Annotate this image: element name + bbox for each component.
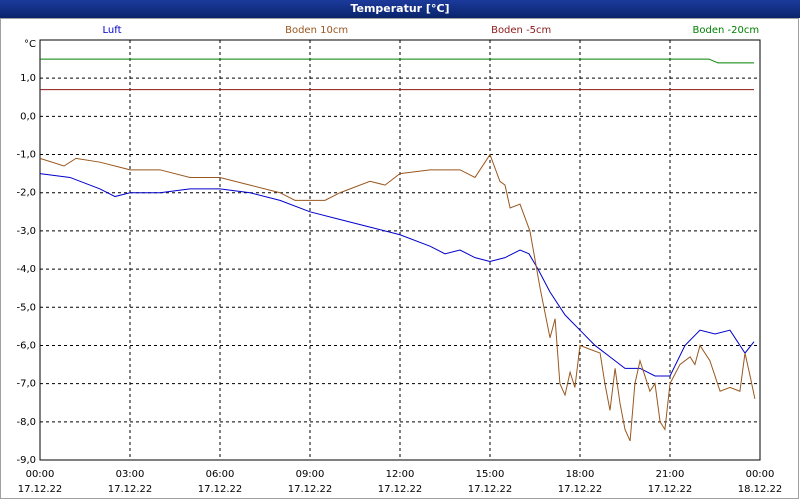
y-tick-label: -7,0 — [16, 379, 36, 390]
x-tick-label: 18:00 — [566, 469, 595, 480]
y-tick-label: -4,0 — [16, 264, 36, 275]
line — [40, 58, 754, 64]
x-tick-date: 17.12.22 — [18, 484, 63, 495]
y-unit: °C — [24, 39, 36, 50]
y-tick-label: -6,0 — [16, 340, 36, 351]
y-tick-label: -9,0 — [16, 455, 36, 466]
x-tick-date: 17.12.22 — [648, 484, 693, 495]
y-tick-label: -2,0 — [16, 188, 36, 199]
y-tick-label: -8,0 — [16, 417, 36, 428]
y-tick-label: -1,0 — [16, 150, 36, 161]
x-tick-label: 00:00 — [746, 469, 775, 480]
legend-entry: Boden 10cm — [285, 25, 348, 36]
line — [39, 173, 755, 377]
line — [39, 153, 756, 442]
x-tick-label: 06:00 — [206, 469, 235, 480]
x-tick-label: 21:00 — [656, 469, 685, 480]
x-tick-label: 12:00 — [386, 469, 415, 480]
legend-entry: Luft — [103, 25, 122, 36]
y-tick-label: 1,0 — [20, 73, 36, 84]
x-tick-label: 09:00 — [296, 469, 325, 480]
chart-title: Temperatur [°C] — [0, 0, 800, 18]
x-tick-date: 17.12.22 — [198, 484, 243, 495]
x-tick-date: 17.12.22 — [558, 484, 603, 495]
legend-entry: Boden -20cm — [693, 25, 760, 36]
x-tick-label: 03:00 — [116, 469, 145, 480]
x-tick-label: 15:00 — [476, 469, 505, 480]
x-tick-label: 00:00 — [26, 469, 55, 480]
x-tick-date: 17.12.22 — [378, 484, 423, 495]
y-tick-label: 0,0 — [20, 111, 36, 122]
x-tick-date: 17.12.22 — [468, 484, 513, 495]
chart: °C 1,0 0,0 -1,0 -2,0 -3,0 -4,0 -5,0 -6,0 -7,0 -8,0… — [0, 18, 799, 499]
legend-entry: Boden -5cm — [491, 25, 551, 36]
x-tick-date: 17.12.22 — [288, 484, 333, 495]
y-tick-label: -3,0 — [16, 226, 36, 237]
y-tick-label: -5,0 — [16, 302, 36, 313]
x-tick-date: 18.12.22 — [738, 484, 783, 495]
x-tick-date: 17.12.22 — [108, 484, 153, 495]
